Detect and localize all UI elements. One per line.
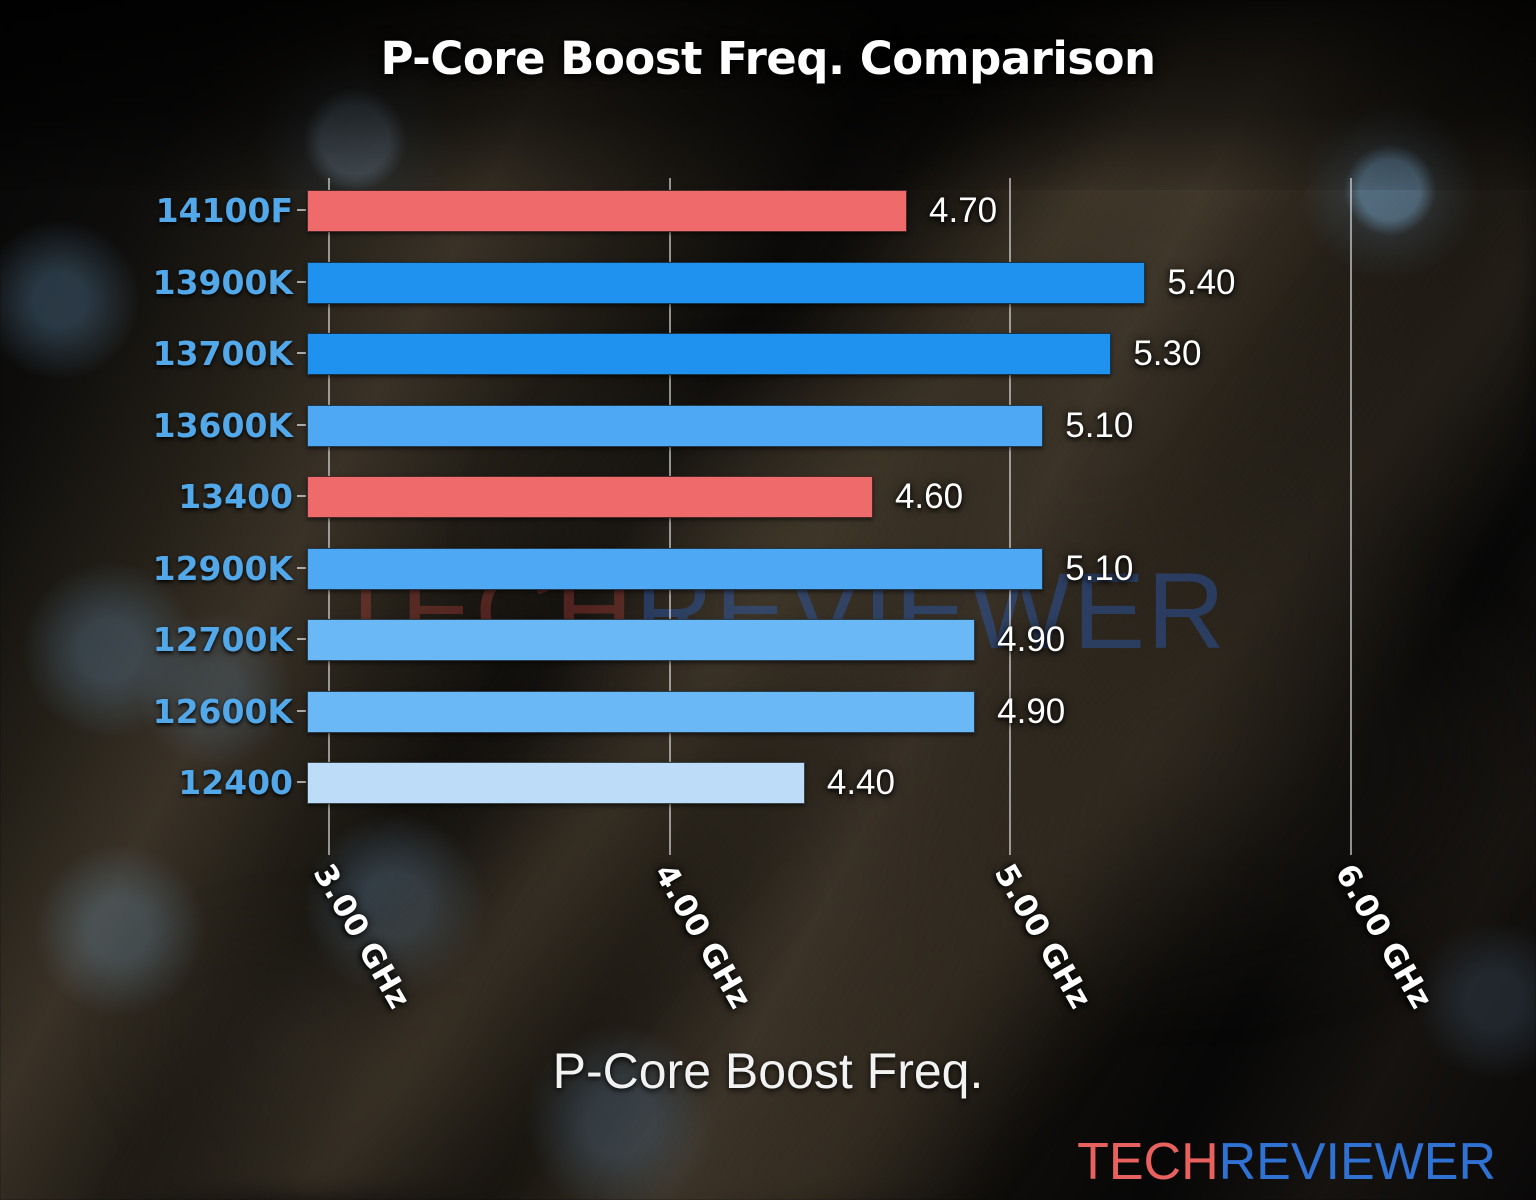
bar-value-label-13900K: 5.40 [1167, 262, 1236, 302]
bar-13600K[interactable] [307, 404, 1044, 447]
plot-area: 14100F 4.70 13900K 5.40 13700K 5.30 13600K 5.10… [153, 178, 1520, 1015]
bar-value-label-12700K: 4.90 [997, 620, 1066, 659]
bar-value-label-12600K: 4.90 [997, 691, 1066, 731]
bar-rows: 14100F 4.70 13900K 5.40 13700K 5.30 13600K 5.10… [153, 178, 1520, 828]
bar-13400[interactable] [307, 476, 873, 518]
bar-value-label-14100F: 4.70 [929, 191, 998, 230]
y-tick-mark [297, 280, 306, 283]
bar-12400[interactable] [307, 762, 805, 804]
bar-row: 12900K 5.10 [153, 536, 1520, 601]
y-tick-mark [297, 566, 306, 569]
bar-12900K[interactable] [307, 547, 1044, 590]
category-label-13600K: 13600K [152, 405, 293, 445]
y-tick-mark [297, 495, 306, 497]
category-label-13400: 13400 [178, 477, 293, 516]
category-label-12900K: 12900K [152, 548, 293, 588]
y-tick-mark [297, 709, 306, 712]
category-label-12700K: 12700K [152, 620, 293, 659]
bar-value-label-13400: 4.60 [894, 477, 964, 516]
category-label-13700K: 13700K [152, 334, 293, 373]
bar-row: 12400 4.40 [178, 750, 1520, 815]
y-tick-mark [297, 352, 306, 354]
bar-12700K[interactable] [307, 619, 976, 661]
chart-title: P-Core Boost Freq. Comparison [380, 32, 1156, 85]
gridline-500 [1009, 178, 1012, 855]
bar-row: 12600K 4.90 [153, 679, 1520, 744]
category-label-12400: 12400 [178, 763, 293, 802]
bar-value-label-13700K: 5.30 [1133, 334, 1202, 373]
bar-value-label-12900K: 5.10 [1065, 548, 1134, 588]
y-tick-mark [297, 638, 306, 640]
bar-row: 13900K 5.40 [153, 250, 1520, 315]
logo-tech-text: TECH [1077, 1133, 1219, 1191]
category-label-12600K: 12600K [152, 691, 293, 731]
bar-row: 14100F 4.70 [156, 178, 1520, 243]
logo-reviewer-text: REVIEWER [1218, 1133, 1496, 1191]
bar-row: 12700K 4.90 [153, 607, 1520, 672]
bar-12600K[interactable] [307, 690, 976, 733]
bar-row: 13700K 5.30 [153, 321, 1520, 386]
bar-14100F[interactable] [307, 190, 908, 232]
category-label-13900K: 13900K [152, 262, 293, 302]
bar-row: 13400 4.60 [178, 464, 1520, 529]
gridline-600 [1349, 178, 1352, 855]
category-label-14100F: 14100F [155, 191, 293, 230]
y-tick-mark [297, 423, 306, 426]
bar-13700K[interactable] [307, 333, 1112, 375]
bar-value-label-13600K: 5.10 [1065, 405, 1134, 445]
techreviewer-logo: TECHREVIEWER [1077, 1132, 1496, 1192]
bar-value-label-12400: 4.40 [826, 763, 895, 802]
y-tick-mark [297, 209, 306, 211]
bar-13900K[interactable] [307, 261, 1146, 304]
background-top-vignette [0, 0, 1536, 190]
y-tick-mark [297, 781, 306, 783]
bar-row: 13600K 5.10 [153, 393, 1520, 458]
x-axis-title: P-Core Boost Freq. [552, 1043, 984, 1099]
